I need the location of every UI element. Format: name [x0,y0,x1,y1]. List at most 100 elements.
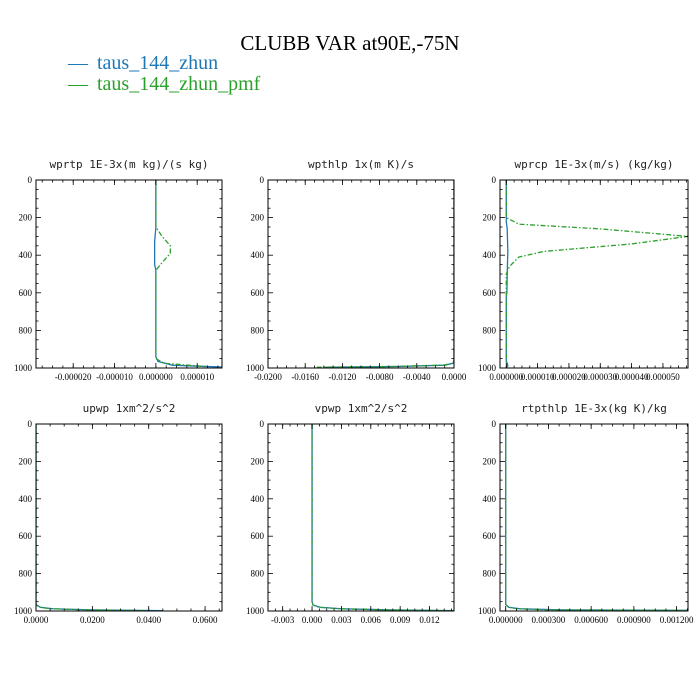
series-line-zhun [505,424,688,611]
y-tick-label: 600 [19,531,33,541]
x-tick-label: 0.000300 [532,615,566,625]
x-tick-label: 0.0000 [442,372,467,382]
x-tick-label: 0.000600 [574,615,608,625]
series-line-zhun-pmf [311,424,450,611]
x-tick-label: 0.001200 [660,615,694,625]
x-tick-label: 0.000040 [615,372,649,382]
legend-marker-zhun-pmf: — [67,73,89,95]
x-tick-label: -0.000020 [55,372,92,382]
x-tick-label: 0.012 [419,615,439,625]
series-line-zhun [505,180,509,368]
subplot-title: wpthlp 1x(m K)/s [308,158,414,171]
y-tick-label: 600 [251,288,265,298]
y-tick-label: 200 [19,456,33,466]
y-tick-label: 1000 [478,606,497,616]
legend-label-zhun-pmf: taus_144_zhun_pmf [97,73,261,95]
x-tick-label: 0.000 [302,615,323,625]
x-tick-label: -0.0040 [403,372,431,382]
y-tick-label: 600 [251,531,265,541]
legend: — taus_144_zhun — taus_144_zhun_pmf [67,52,261,95]
y-tick-label: 600 [19,288,33,298]
figure-title: CLUBB VAR at90E,-75N [240,31,459,55]
y-tick-label: 800 [251,325,265,335]
plot-frame [499,179,689,369]
x-tick-label: 0.000030 [583,372,617,382]
plot-frame [35,179,223,369]
x-tick-label: 0.000900 [617,615,651,625]
x-tick-label: -0.0160 [291,372,319,382]
subplot-title: wprtp 1E-3x(m kg)/(s kg) [50,158,209,171]
y-tick-label: 0 [492,175,497,185]
plot-frame [35,423,223,612]
series-line-zhun-pmf [155,180,206,368]
series-line-zhun [311,424,454,611]
x-tick-label: 0.003 [331,615,352,625]
y-tick-label: 800 [19,325,33,335]
x-tick-label: 0.0600 [193,615,218,625]
y-tick-label: 0 [492,419,497,429]
y-tick-label: 400 [483,250,497,260]
y-tick-label: 200 [251,456,265,466]
subplot-title: rtpthlp 1E-3x(kg K)/kg [521,402,667,415]
subplot-5: vpwp 1xm^2/s^2 0 200 400 600 800 1000 -0.003 0.0… [246,402,455,625]
legend-label-zhun: taus_144_zhun [97,52,218,74]
y-tick-label: 1000 [246,363,265,373]
y-tick-label: 800 [19,569,33,579]
y-tick-label: 200 [483,213,497,223]
y-tick-label: 200 [251,213,265,223]
series-line-zhun [153,180,222,368]
y-tick-label: 400 [483,494,497,504]
subplot-title: upwp 1xm^2/s^2 [83,402,176,415]
x-tick-label: 0.000000 [489,372,523,382]
x-tick-label: -0.0080 [366,372,394,382]
legend-entry-zhun-pmf: — taus_144_zhun_pmf [67,73,261,95]
y-tick-label: 1000 [478,363,497,373]
x-tick-label: 0.000050 [646,372,680,382]
y-tick-label: 1000 [14,363,33,373]
subplot-6: rtpthlp 1E-3x(kg K)/kg020040060080010000… [478,402,694,625]
y-tick-label: 400 [19,494,33,504]
y-tick-label: 0 [260,175,265,185]
series-line-zhun [323,180,454,368]
subplot-grid: wprtp 1E-3x(m kg)/(s kg) 0 200 400 600 800 100… [14,158,694,625]
y-tick-label: 400 [19,250,33,260]
series-line-zhun-pmf [314,180,454,368]
series-line-zhun-pmf [505,180,688,368]
y-tick-label: 600 [483,288,497,298]
x-tick-label: 0.009 [390,615,411,625]
y-tick-label: 200 [483,456,497,466]
x-tick-label: 0.0200 [80,615,105,625]
series-line-zhun [36,424,163,611]
plot-frame [267,179,455,369]
x-tick-label: -0.000010 [96,372,133,382]
subplot-2: wpthlp 1x(m K)/s 0 200 400 600 800 1000-0.0200… [246,158,467,382]
x-tick-label: 0.006 [361,615,382,625]
y-tick-label: 0 [260,419,265,429]
x-tick-label: -0.003 [271,615,295,625]
y-tick-label: 0 [28,175,33,185]
plot-frame [499,423,689,612]
y-tick-label: 600 [483,531,497,541]
subplot-3: wprcp 1E-3x(m/s) (kg/kg) 0 200 400 600 800 100… [478,158,689,382]
subplot-1: wprtp 1E-3x(m kg)/(s kg) 0 200 400 600 800 100… [14,158,223,382]
subplot-title: vpwp 1xm^2/s^2 [315,402,408,415]
series-line-zhun-pmf [505,424,688,611]
legend-entry-zhun: — taus_144_zhun [67,52,218,74]
y-tick-label: 1000 [246,606,265,616]
y-tick-label: 400 [251,250,265,260]
y-tick-label: 800 [483,569,497,579]
y-tick-label: 1000 [14,606,33,616]
x-tick-label: 0.0000 [24,615,49,625]
y-tick-label: 0 [28,419,33,429]
y-tick-label: 400 [251,494,265,504]
subplot-title: wprcp 1E-3x(m/s) (kg/kg) [515,158,674,171]
x-tick-label: 0.000000 [489,615,523,625]
legend-marker-zhun: — [67,52,89,74]
x-tick-label: -0.0200 [254,372,282,382]
x-tick-label: 0.000020 [552,372,586,382]
series-line-zhun-pmf [36,424,149,611]
x-tick-label: 0.0400 [136,615,161,625]
y-tick-label: 800 [483,325,497,335]
plot-frame [267,423,455,612]
